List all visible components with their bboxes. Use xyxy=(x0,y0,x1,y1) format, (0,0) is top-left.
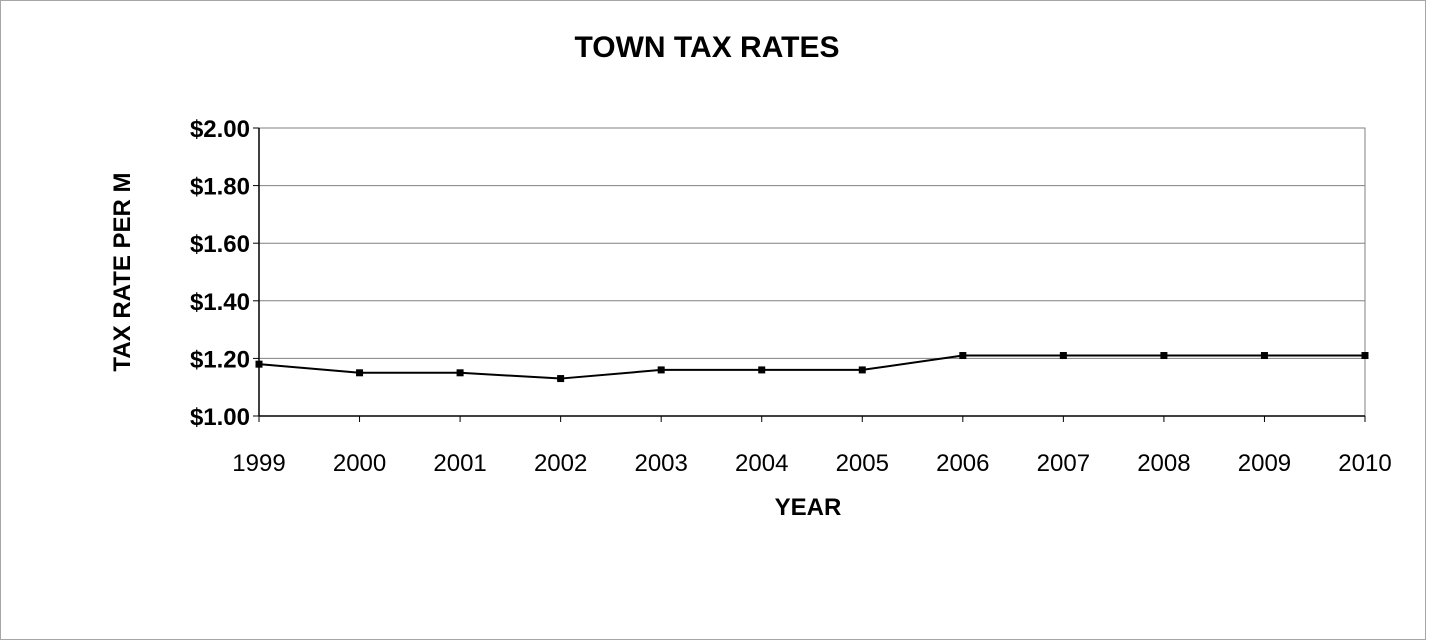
x-tick-label: 2001 xyxy=(433,450,486,477)
data-point xyxy=(1361,352,1369,360)
x-tick-label: 2000 xyxy=(333,450,386,477)
data-point xyxy=(356,369,364,377)
x-tick-label: 2002 xyxy=(534,450,587,477)
series-line xyxy=(258,354,1365,380)
y-tick-label: $1.00 xyxy=(190,404,250,431)
y-axis-title: TAX RATE PER M xyxy=(109,172,136,371)
x-tick-label: 2007 xyxy=(1037,450,1090,477)
y-tick-label: $1.40 xyxy=(190,289,250,316)
data-point xyxy=(657,366,665,374)
chart-title: TOWN TAX RATES xyxy=(575,31,840,64)
series xyxy=(255,352,1369,383)
data-point xyxy=(1160,352,1168,360)
x-tick-label: 2010 xyxy=(1338,450,1391,477)
data-point xyxy=(758,366,766,374)
axes xyxy=(258,128,1365,417)
x-tick-label: 2003 xyxy=(634,450,687,477)
data-point xyxy=(858,366,866,374)
data-point xyxy=(456,369,464,377)
data-point xyxy=(557,375,565,383)
y-axis-ticks: $1.00 $1.20 $1.40 $1.60 $1.80 $2.00 xyxy=(190,116,259,431)
x-tick-label: 1999 xyxy=(232,450,285,477)
y-tick-label: $2.00 xyxy=(190,116,250,143)
x-tick-label: 2006 xyxy=(936,450,989,477)
x-tick-label: 2008 xyxy=(1137,450,1190,477)
y-tick-label: $1.60 xyxy=(190,231,250,258)
x-axis-title: YEAR xyxy=(775,494,842,521)
data-point xyxy=(959,352,967,360)
y-tick-label: $1.20 xyxy=(190,346,250,373)
x-tick-label: 2004 xyxy=(735,450,788,477)
data-point xyxy=(255,360,263,368)
x-tick-label: 2005 xyxy=(836,450,889,477)
data-point xyxy=(1059,352,1067,360)
data-point xyxy=(1260,352,1268,360)
x-tick-label: 2009 xyxy=(1238,450,1291,477)
y-tick-label: $1.80 xyxy=(190,174,250,201)
gridlines xyxy=(259,185,1365,359)
x-axis-ticks: 1999 2000 2001 2002 2003 2004 2005 2006 2007 2008… xyxy=(232,416,1392,477)
